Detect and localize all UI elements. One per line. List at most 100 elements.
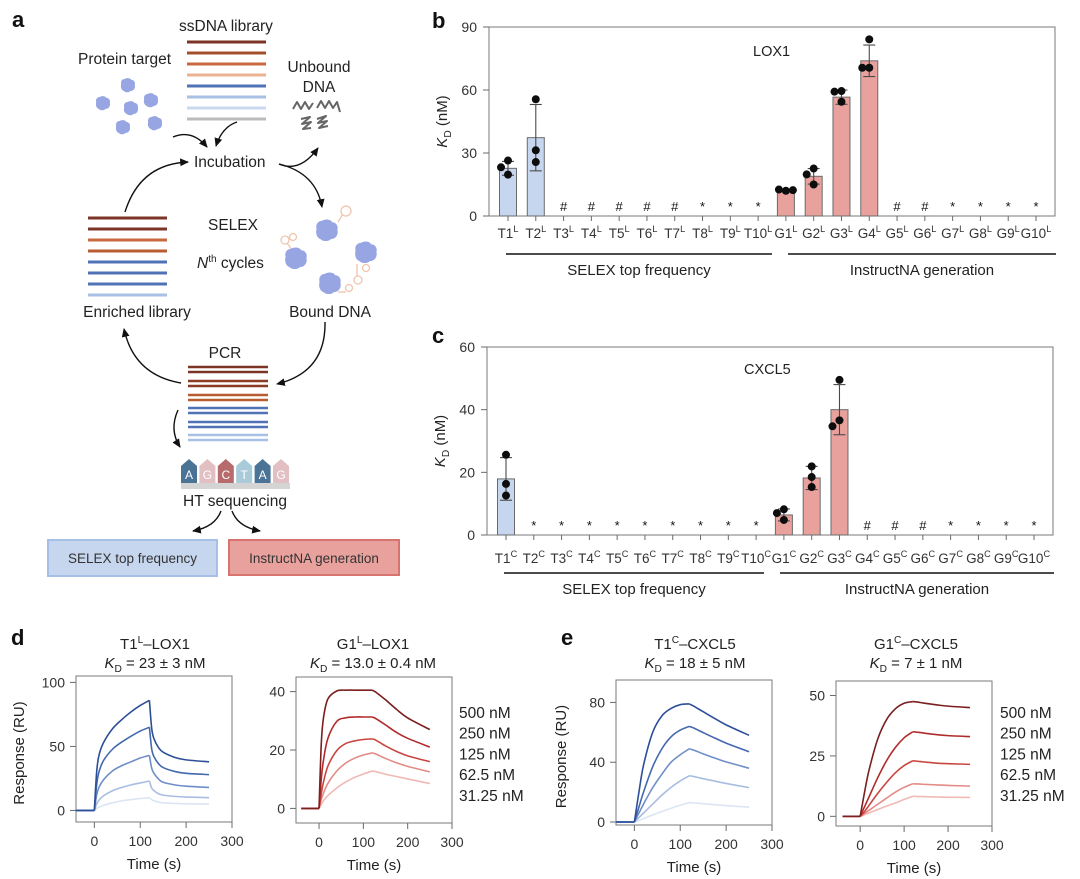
x-tick-label: T10C — [741, 549, 771, 566]
no-binding-mark: * — [950, 199, 955, 214]
nucleotide-letter: A — [259, 468, 267, 482]
category-name: G3 — [827, 551, 845, 566]
category-superscript: C — [817, 549, 824, 559]
sensorgram-e-right: 0 100 200 300 0 25 50 Time (s) G1C–CXCL5 KD = 7 ±… — [809, 635, 1064, 877]
replicate-point — [502, 450, 510, 459]
kd-symbol: K — [310, 655, 321, 672]
unbound-dna-squiggle — [300, 116, 312, 130]
sensorgram-curve — [372, 752, 431, 773]
plot-area — [75, 675, 233, 823]
plot-area — [835, 680, 993, 827]
category-superscript: L — [652, 224, 657, 234]
legend-concentration-label: 250 nM — [1000, 726, 1052, 743]
no-binding-mark: * — [728, 199, 733, 214]
no-binding-mark: * — [615, 518, 620, 533]
x-axis-label: Time (s) — [347, 857, 401, 874]
category-name: G1 — [772, 551, 790, 566]
x-tick-label: G10C — [1018, 549, 1051, 566]
protein-icon — [147, 116, 163, 131]
y-label-k: K — [434, 137, 451, 148]
category-superscript: C — [566, 549, 573, 559]
replicate-point — [531, 95, 540, 104]
category-superscript: L — [959, 224, 964, 234]
selex-label: SELEX — [208, 217, 259, 234]
arrow-bound-to-pcr — [276, 321, 326, 386]
nucleotide-letter: G — [203, 468, 212, 482]
nucleotide-glyph — [273, 459, 289, 483]
category-superscript: L — [597, 224, 602, 234]
y-tick-label: 80 — [589, 694, 605, 710]
not-measurable-mark: # — [671, 199, 679, 214]
y-tick-label: 20 — [269, 742, 285, 758]
no-binding-mark: * — [698, 518, 703, 533]
category-name: T6 — [637, 226, 653, 241]
group-label: SELEX top frequency — [562, 581, 706, 598]
aptamer-stem — [337, 213, 344, 223]
sequencing-base-bar — [181, 483, 290, 489]
replicate-point — [504, 156, 512, 165]
no-binding-mark: * — [756, 199, 761, 214]
replicate-point — [865, 35, 874, 44]
category-name: G6 — [911, 551, 929, 566]
enriched-library-label: Enriched library — [83, 304, 191, 321]
x-tick-label: 300 — [760, 836, 784, 852]
replicate-point — [865, 63, 874, 72]
category-name: T3 — [553, 226, 569, 241]
aptamer-name: G1 — [874, 636, 894, 653]
chart-title: CXCL5 — [744, 362, 791, 378]
category-name: G6 — [913, 226, 931, 241]
plot-area — [615, 679, 773, 826]
replicate-point — [779, 515, 788, 524]
arrow-enriched-to-incubation — [124, 158, 189, 213]
replicate-point — [497, 163, 505, 172]
category-name: G3 — [830, 226, 848, 241]
target-name: –CXCL5 — [901, 636, 958, 653]
group-label: InstructNA generation — [850, 262, 994, 279]
category-superscript: C — [733, 549, 740, 559]
instructna-generation-box — [228, 539, 400, 576]
not-measurable-mark: # — [921, 199, 929, 214]
nucleotide-letter: G — [276, 468, 285, 482]
panel-label-c: c — [432, 323, 444, 348]
aptamer-loop — [353, 275, 363, 285]
x-tick-label: 100 — [669, 836, 693, 852]
chart-title-line2: KD = 18 ± 5 nM — [644, 655, 745, 675]
x-axis-label: Time (s) — [887, 860, 941, 877]
sensorgram-curve — [689, 725, 750, 753]
x-tick-label: 100 — [892, 837, 916, 853]
no-binding-mark: * — [670, 518, 675, 533]
legend-concentration-label: 31.25 nM — [1000, 788, 1065, 805]
kd-subscript: D — [320, 664, 327, 675]
category-name: T10 — [741, 551, 764, 566]
no-binding-mark: * — [531, 518, 536, 533]
x-tick-label: G1L — [774, 224, 797, 241]
y-tick-label: 20 — [459, 464, 475, 480]
incubation-label: Incubation — [194, 154, 266, 171]
sensorgram-curve — [859, 760, 914, 817]
replicate-point — [504, 170, 512, 179]
replicate-point — [772, 509, 781, 518]
sensorgram-curve — [859, 731, 914, 817]
x-tick-label: G2L — [802, 224, 825, 241]
unbound-dna-label-line2: DNA — [303, 79, 336, 96]
y-tick-label: 0 — [469, 208, 477, 224]
sensorgram-curve — [372, 770, 431, 785]
category-superscript: L — [931, 224, 936, 234]
x-tick-label: G4L — [858, 224, 881, 241]
y-tick-label: 50 — [809, 688, 825, 704]
sensorgram-curve — [859, 700, 914, 817]
sensorgram-curve — [859, 782, 914, 818]
category-superscript: L — [904, 224, 909, 234]
arrow-sequencing-to-selex — [192, 510, 222, 534]
x-tick-label: T9C — [717, 549, 740, 566]
x-tick-label: G7C — [938, 549, 963, 566]
ssdna-library-label: ssDNA library — [179, 18, 273, 35]
legend-concentration-label: 62.5 nM — [1000, 767, 1056, 784]
no-binding-mark: * — [1031, 518, 1036, 533]
category-name: G9 — [997, 226, 1015, 241]
x-tick-label: 0 — [315, 834, 323, 850]
x-tick-label: T5L — [609, 224, 630, 241]
category-name: T2 — [523, 551, 539, 566]
category-superscript: C — [677, 549, 684, 559]
protein-icon — [120, 78, 136, 93]
